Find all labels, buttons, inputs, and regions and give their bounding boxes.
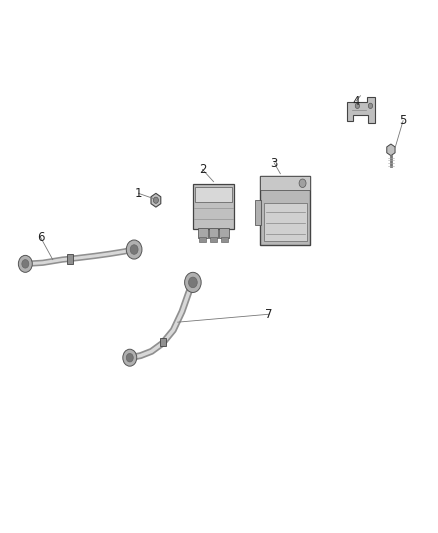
Bar xyxy=(194,187,233,203)
Circle shape xyxy=(22,260,29,268)
Bar xyxy=(199,237,206,242)
Bar xyxy=(260,176,311,190)
Circle shape xyxy=(188,277,197,288)
Bar xyxy=(160,337,166,346)
Text: 2: 2 xyxy=(199,163,206,176)
Bar xyxy=(210,237,217,242)
Circle shape xyxy=(299,179,306,188)
Bar xyxy=(219,228,229,238)
Bar xyxy=(264,203,307,241)
Text: 4: 4 xyxy=(352,94,360,108)
Bar xyxy=(221,237,228,242)
Text: 3: 3 xyxy=(271,157,278,169)
Text: 1: 1 xyxy=(135,187,142,200)
Circle shape xyxy=(153,197,159,203)
Circle shape xyxy=(126,240,142,259)
Text: 6: 6 xyxy=(37,231,44,244)
Bar xyxy=(255,200,261,224)
Polygon shape xyxy=(347,97,375,123)
Bar xyxy=(209,228,219,238)
Circle shape xyxy=(123,349,137,366)
Text: 7: 7 xyxy=(265,308,273,321)
Circle shape xyxy=(18,255,32,272)
Polygon shape xyxy=(387,144,395,156)
Circle shape xyxy=(355,103,360,109)
Bar xyxy=(198,228,208,238)
Circle shape xyxy=(126,353,133,362)
Text: 5: 5 xyxy=(399,114,407,127)
FancyBboxPatch shape xyxy=(193,184,234,229)
Bar xyxy=(67,254,73,264)
Circle shape xyxy=(368,103,373,109)
Circle shape xyxy=(130,245,138,254)
Polygon shape xyxy=(151,193,161,207)
Bar xyxy=(260,176,311,245)
Circle shape xyxy=(185,272,201,293)
